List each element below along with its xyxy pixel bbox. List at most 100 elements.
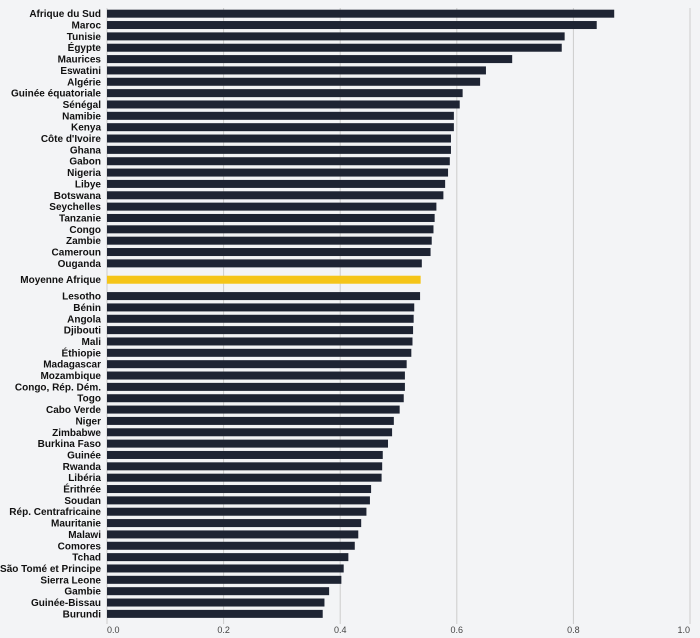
category-label: Namibie	[62, 111, 101, 122]
bar	[107, 450, 383, 459]
category-label: Libéria	[68, 473, 101, 484]
bar	[107, 21, 597, 30]
category-label: Tchad	[72, 553, 101, 564]
bar	[107, 587, 330, 596]
bar	[107, 77, 481, 86]
category-label: Malawi	[68, 530, 101, 541]
bar	[107, 157, 450, 166]
category-label: Madagascar	[43, 360, 101, 371]
category-label: Botswana	[54, 191, 102, 202]
bar	[107, 55, 513, 64]
bar	[107, 32, 565, 41]
category-label: Tanzanie	[59, 213, 101, 224]
category-labels: Afrique du SudMarocTunisieÉgypteMaurices…	[0, 9, 101, 620]
category-label: Maurices	[58, 55, 102, 66]
bar	[107, 66, 486, 75]
category-label: Côte d'Ivoire	[41, 134, 102, 145]
bar	[107, 134, 451, 143]
category-label: Algérie	[67, 77, 101, 88]
bar	[107, 485, 372, 494]
bar	[107, 360, 407, 369]
category-label: Lesotho	[62, 292, 101, 303]
category-label: Eswatini	[60, 66, 101, 77]
category-label: Érithrée	[63, 483, 101, 496]
category-label: Nigeria	[67, 168, 101, 179]
bar	[107, 248, 431, 257]
bar	[107, 405, 400, 414]
bar	[107, 179, 446, 188]
category-label: Ghana	[70, 145, 102, 156]
bar	[107, 564, 344, 573]
bar	[107, 507, 367, 516]
category-label: Guinée équatoriale	[11, 89, 101, 100]
category-label: Guinée	[67, 450, 101, 461]
x-tick-label: 0.6	[451, 625, 464, 635]
bar	[107, 337, 413, 346]
bar-layer	[107, 9, 615, 618]
bar	[107, 609, 323, 618]
category-label: Zambie	[66, 236, 101, 247]
bar	[107, 553, 349, 562]
bar	[107, 371, 405, 380]
bar	[107, 416, 394, 425]
category-label: São Tomé et Principe	[0, 564, 101, 575]
category-label: Burkina Faso	[38, 439, 101, 450]
bar	[107, 111, 454, 120]
bar	[107, 123, 454, 132]
category-label: Comores	[58, 541, 102, 552]
category-label: Guinée-Bissau	[31, 598, 101, 609]
category-label: Éthiopie	[62, 346, 102, 359]
category-label: Gambie	[64, 587, 101, 598]
bar	[107, 394, 404, 403]
category-label: Afrique du Sud	[29, 9, 101, 20]
bar	[107, 213, 435, 222]
bar	[107, 575, 342, 584]
bar	[107, 348, 412, 357]
category-label: Rép. Centrafricaine	[9, 507, 101, 518]
bar	[107, 89, 463, 98]
category-label: Moyenne Afrique	[20, 275, 101, 286]
bar	[107, 191, 444, 200]
category-label: Togo	[77, 394, 101, 405]
bar	[107, 236, 432, 245]
category-label: Cameroun	[52, 248, 101, 259]
category-label: Djibouti	[64, 326, 101, 337]
category-label: Mauritanie	[51, 519, 101, 530]
bar	[107, 314, 414, 323]
x-axis-tick-labels: 0.0 0.2 0.4 0.6 0.8 1.0	[107, 625, 690, 635]
category-label: Kenya	[71, 123, 101, 134]
category-label: Zimbabwe	[52, 428, 101, 439]
category-label: Angola	[67, 314, 101, 325]
category-label: Bénin	[73, 303, 101, 314]
category-label: Sierra Leone	[40, 575, 101, 586]
category-label: Burundi	[63, 609, 102, 620]
bar	[107, 541, 355, 550]
x-tick-label: 1.0	[677, 625, 690, 635]
bar	[107, 225, 434, 234]
bar	[107, 326, 414, 335]
bar	[107, 473, 382, 482]
bar	[107, 462, 383, 471]
category-label: Mozambique	[40, 371, 101, 382]
bar	[107, 496, 370, 505]
bar	[107, 168, 449, 177]
bar	[107, 43, 562, 52]
x-tick-label: 0.2	[217, 625, 230, 635]
bar	[107, 145, 451, 154]
bar	[107, 202, 437, 211]
category-label: Libye	[75, 179, 102, 190]
category-label: Sénégal	[63, 100, 102, 111]
x-tick-label: 0.8	[567, 625, 580, 635]
bar	[107, 303, 415, 312]
category-label: Tunisie	[67, 32, 102, 43]
bar	[107, 292, 421, 301]
bar	[107, 530, 359, 539]
bar-average	[107, 275, 421, 284]
category-label: Niger	[75, 416, 101, 427]
category-label: Congo	[69, 225, 101, 236]
category-label: Soudan	[64, 496, 101, 507]
category-label: Gabon	[69, 157, 101, 168]
bar	[107, 9, 615, 18]
category-label: Égypte	[68, 41, 102, 54]
